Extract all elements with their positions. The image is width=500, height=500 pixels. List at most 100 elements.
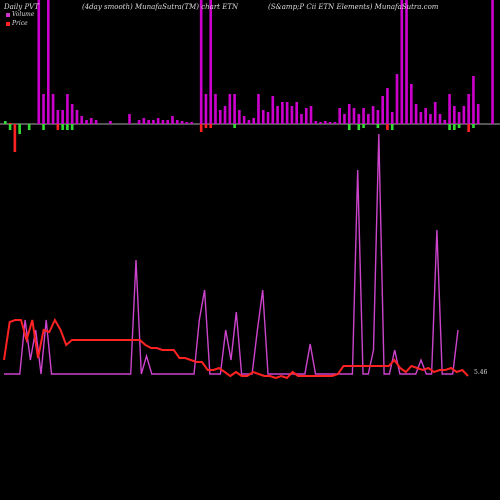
legend-price: Price bbox=[6, 20, 28, 27]
volume-bar bbox=[467, 94, 470, 124]
volume-bar bbox=[147, 120, 150, 124]
volume-bar bbox=[37, 0, 41, 124]
volume-bar bbox=[300, 114, 303, 124]
volume-bar bbox=[386, 88, 389, 124]
volume-bar bbox=[362, 108, 365, 124]
pvt-neg-bar bbox=[362, 124, 365, 128]
pvt-neg-bar bbox=[61, 124, 64, 130]
pvt-neg-bar bbox=[233, 124, 236, 128]
volume-bar bbox=[128, 114, 131, 124]
volume-bar bbox=[80, 116, 84, 124]
pvt-neg-bar bbox=[42, 124, 45, 130]
volume-bar bbox=[228, 94, 232, 124]
volume-bar bbox=[314, 121, 318, 124]
header-left: Daily PVT bbox=[4, 3, 39, 11]
price-line bbox=[3, 317, 469, 380]
volume-bar bbox=[42, 94, 45, 124]
volume-bar bbox=[61, 110, 64, 124]
volume-bar bbox=[85, 120, 88, 124]
pvt-neg-bar bbox=[390, 124, 394, 130]
volume-bar bbox=[448, 94, 451, 124]
pvt-neg-bar bbox=[70, 124, 74, 130]
pvt-neg-bar bbox=[18, 124, 21, 134]
volume-bar bbox=[290, 106, 294, 124]
volume-bar bbox=[238, 110, 241, 124]
pvt-neg-bar bbox=[376, 124, 380, 128]
pvt-neg-bar bbox=[457, 124, 461, 128]
pvt-neg-bar bbox=[13, 124, 17, 152]
volume-bar bbox=[156, 118, 160, 124]
pvt-neg-bar bbox=[199, 124, 203, 132]
volume-bar bbox=[400, 0, 404, 124]
volume-bar bbox=[324, 121, 327, 124]
volume-bar bbox=[309, 106, 313, 124]
pvt-neg-bar bbox=[8, 124, 12, 130]
volume-bar bbox=[70, 104, 74, 124]
volume-bar bbox=[476, 104, 480, 124]
pvt-neg-bar bbox=[357, 124, 361, 130]
volume-bar bbox=[204, 94, 208, 124]
volume-bar bbox=[242, 116, 246, 124]
volume-bar bbox=[109, 121, 112, 124]
volume-bar bbox=[443, 120, 447, 124]
volume-bar bbox=[89, 118, 93, 124]
volume-bar bbox=[429, 114, 432, 124]
volume-bar bbox=[304, 108, 308, 124]
volume-bar bbox=[405, 0, 408, 124]
pvt-neg-bar bbox=[472, 124, 475, 128]
volume-bar bbox=[8, 123, 12, 124]
pvt-neg-bar bbox=[204, 124, 208, 128]
legend-volume: Volume bbox=[6, 11, 34, 18]
volume-bar bbox=[319, 122, 322, 124]
volume-bar bbox=[247, 120, 251, 124]
volume-bar bbox=[328, 122, 332, 124]
volume-bar bbox=[295, 102, 299, 124]
volume-bar bbox=[185, 122, 189, 124]
pvt-neg-bar bbox=[27, 124, 31, 130]
volume-bar bbox=[152, 120, 155, 124]
volume-bar bbox=[285, 102, 289, 124]
pvt-neg-bar bbox=[66, 124, 69, 130]
header-right: (S&amp;P Cii ETN Elements) MunafaSutra.c… bbox=[268, 3, 439, 11]
volume-bar bbox=[223, 106, 227, 124]
volume-bar bbox=[462, 106, 466, 124]
volume-bar bbox=[333, 122, 337, 124]
volume-bar bbox=[137, 120, 141, 124]
volume-bar bbox=[257, 94, 260, 124]
volume-bar bbox=[457, 112, 461, 124]
volume-bar bbox=[491, 0, 494, 124]
volume-bar bbox=[376, 110, 380, 124]
volume-bar bbox=[410, 84, 413, 124]
volume-bar bbox=[209, 0, 213, 124]
pvt-neg-bar bbox=[467, 124, 470, 132]
volume-bar bbox=[161, 120, 165, 124]
pvt-neg-bar bbox=[209, 124, 213, 128]
legend-volume-label: Volume bbox=[12, 11, 35, 18]
volume-bar bbox=[433, 102, 437, 124]
volume-bar bbox=[347, 104, 351, 124]
legend-price-swatch bbox=[6, 21, 10, 26]
volume-bar bbox=[472, 76, 475, 124]
volume-bar bbox=[175, 120, 179, 124]
pvt-neg-bar bbox=[56, 124, 60, 130]
volume-bar bbox=[276, 106, 279, 124]
volume-bar bbox=[214, 94, 217, 124]
volume-bar bbox=[338, 108, 341, 124]
volume-bar bbox=[166, 120, 170, 124]
volume-bar bbox=[233, 94, 236, 124]
volume-bar bbox=[271, 96, 275, 124]
volume-bar bbox=[142, 118, 146, 124]
volume-bar bbox=[424, 108, 427, 124]
volume-bar bbox=[414, 104, 418, 124]
volume-bar bbox=[453, 106, 456, 124]
pvt-neg-bar bbox=[386, 124, 389, 130]
volume-bar bbox=[75, 110, 79, 124]
volume-bar bbox=[390, 112, 394, 124]
volume-bar bbox=[343, 114, 346, 124]
volume-bar bbox=[190, 122, 193, 124]
pvt-line bbox=[4, 133, 459, 375]
legend-price-label: Price bbox=[12, 20, 28, 27]
volume-bar bbox=[218, 110, 222, 124]
volume-bar bbox=[371, 106, 375, 124]
